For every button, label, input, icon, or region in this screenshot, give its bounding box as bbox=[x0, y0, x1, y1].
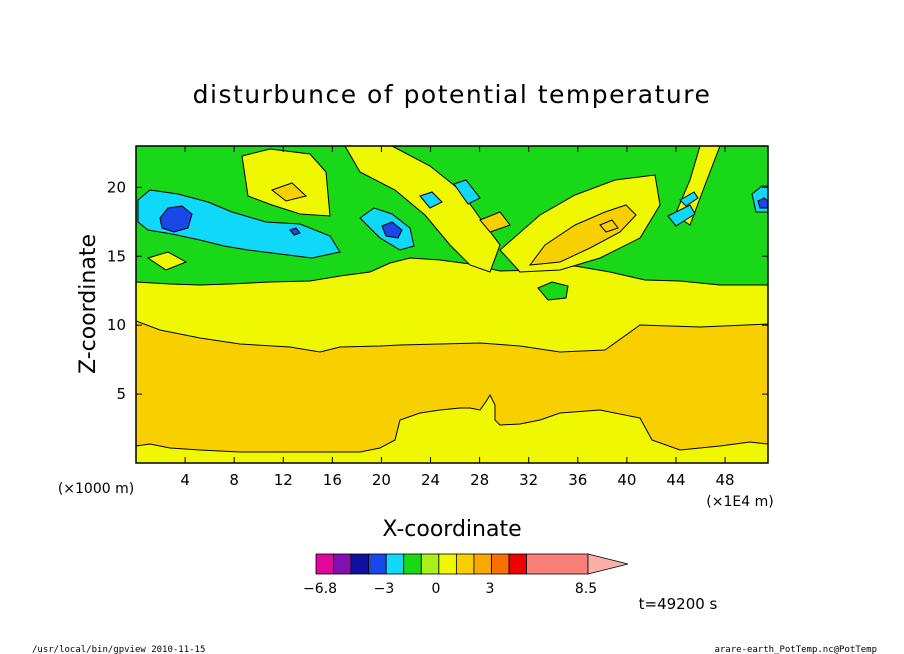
colorbar-swatch bbox=[508, 553, 527, 575]
field-cyan-streak-d bbox=[679, 191, 699, 207]
colorbar-label: −3 bbox=[374, 581, 395, 597]
time-label: t=49200 s bbox=[639, 595, 718, 613]
field-green-blob bbox=[537, 281, 569, 301]
colorbar-swatch bbox=[333, 553, 352, 575]
colorbar-swatch bbox=[473, 553, 492, 575]
field-blue-left bbox=[159, 205, 193, 233]
plot-frame bbox=[135, 145, 769, 464]
colorbar-labels: −6.8 −3 0 3 8.5 bbox=[303, 581, 597, 597]
field-orange-blob-a bbox=[270, 182, 308, 202]
field-cyan-streak-b bbox=[453, 179, 481, 205]
colorbar-swatch bbox=[385, 553, 405, 575]
colorbar-overflow-arrow bbox=[587, 553, 629, 575]
field-orange-blob-c bbox=[479, 211, 511, 233]
x-unit-left: (×1000 m) bbox=[58, 481, 134, 497]
field-orange-blob-d bbox=[599, 219, 619, 233]
field-cyan-streak-c bbox=[667, 204, 696, 227]
colorbar-label: 3 bbox=[486, 581, 495, 597]
field-blue-mid bbox=[381, 221, 403, 239]
field-orange-blob-b bbox=[528, 204, 637, 266]
x-unit-right: (×1E4 m) bbox=[706, 494, 773, 510]
x-tick-label: 36 bbox=[568, 471, 587, 489]
y-tick-label: 20 bbox=[107, 178, 126, 196]
colorbar-swatch bbox=[438, 553, 457, 575]
colorbar-swatch bbox=[491, 553, 510, 575]
y-tick-label: 10 bbox=[107, 316, 126, 334]
x-tick-label: 24 bbox=[421, 471, 440, 489]
x-tick-label: 28 bbox=[470, 471, 489, 489]
footer-right: arare-earth_PotTemp.nc@PotTemp bbox=[714, 645, 877, 654]
x-tick-label: 20 bbox=[372, 471, 391, 489]
colorbar-swatch bbox=[403, 553, 422, 575]
x-tick-label: 32 bbox=[519, 471, 538, 489]
colorbar-swatch bbox=[455, 553, 475, 575]
footer-left: /usr/local/bin/gpview 2010-11-15 bbox=[32, 645, 205, 654]
y-axis: 5 10 15 20 bbox=[107, 178, 768, 403]
field-blue-small bbox=[289, 227, 301, 236]
heatmap-field bbox=[136, 146, 768, 463]
x-tick-label: 48 bbox=[716, 471, 735, 489]
field-blue-right bbox=[757, 197, 768, 209]
colorbar-label: 0 bbox=[432, 581, 441, 597]
x-axis-label: X-coordinate bbox=[382, 517, 521, 542]
colorbar-label: −6.8 bbox=[303, 581, 337, 597]
colorbar-swatch bbox=[350, 553, 370, 575]
field-yellow-lower bbox=[136, 393, 768, 463]
colorbar-label: 8.5 bbox=[575, 581, 597, 597]
y-axis-label: Z-coordinate bbox=[76, 234, 101, 374]
y-tick-label: 15 bbox=[107, 247, 126, 265]
colorbar-swatch bbox=[420, 553, 440, 575]
x-axis: 4 8 12 16 20 24 28 32 36 40 44 48 bbox=[180, 146, 735, 489]
field-yellow-top-b bbox=[344, 146, 501, 273]
x-tick-label: 40 bbox=[617, 471, 636, 489]
x-tick-label: 44 bbox=[666, 471, 685, 489]
y-tick-label: 5 bbox=[116, 385, 126, 403]
colorbar-swatch bbox=[526, 553, 589, 575]
chart-title: disturbunce of potential temperature bbox=[193, 80, 712, 109]
colorbar-swatch bbox=[368, 553, 387, 575]
field-cyan-streak-a bbox=[419, 191, 443, 209]
colorbar bbox=[315, 553, 629, 575]
x-tick-label: 12 bbox=[274, 471, 293, 489]
x-tick-label: 16 bbox=[323, 471, 342, 489]
field-yellow-left bbox=[146, 251, 188, 271]
x-tick-label: 4 bbox=[180, 471, 190, 489]
field-cyan-left bbox=[137, 189, 341, 259]
x-tick-label: 8 bbox=[229, 471, 239, 489]
colorbar-swatch bbox=[315, 553, 334, 575]
